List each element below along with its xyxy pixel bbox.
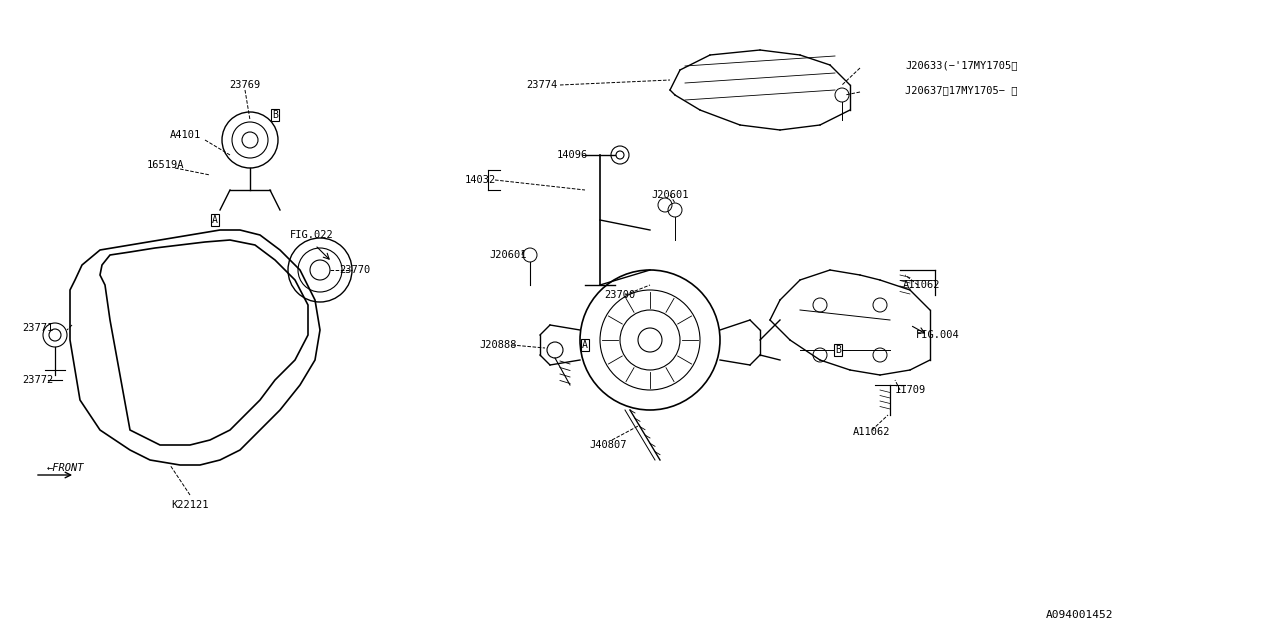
Text: FIG.004: FIG.004	[916, 330, 960, 340]
Text: 23769: 23769	[229, 80, 261, 90]
Text: J20601: J20601	[489, 250, 527, 260]
Text: 23772: 23772	[22, 375, 54, 385]
Text: 23700: 23700	[604, 290, 636, 300]
Text: A094001452: A094001452	[1046, 610, 1114, 620]
Text: 23771: 23771	[22, 323, 54, 333]
Text: 14032: 14032	[465, 175, 495, 185]
Text: A11062: A11062	[904, 280, 941, 290]
Text: K22121: K22121	[172, 500, 209, 510]
Text: A: A	[582, 340, 588, 350]
Text: J20633(−'17MY1705〉: J20633(−'17MY1705〉	[905, 60, 1018, 70]
Text: J40807: J40807	[589, 440, 627, 450]
Text: J20601: J20601	[652, 190, 689, 200]
Text: B: B	[835, 345, 841, 355]
Text: FIG.022: FIG.022	[291, 230, 334, 240]
Text: ←FRONT: ←FRONT	[46, 463, 83, 473]
Text: A: A	[212, 215, 218, 225]
Text: A4101: A4101	[169, 130, 201, 140]
Text: 23770: 23770	[339, 265, 371, 275]
Text: 11709: 11709	[895, 385, 925, 395]
Text: A11062: A11062	[854, 427, 891, 437]
Text: 14096: 14096	[557, 150, 588, 160]
Text: J20888: J20888	[479, 340, 517, 350]
Text: B: B	[273, 110, 278, 120]
Text: J20637〈17MY1705− 〉: J20637〈17MY1705− 〉	[905, 85, 1018, 95]
Text: 16519A: 16519A	[146, 160, 184, 170]
Text: 23774: 23774	[526, 80, 558, 90]
